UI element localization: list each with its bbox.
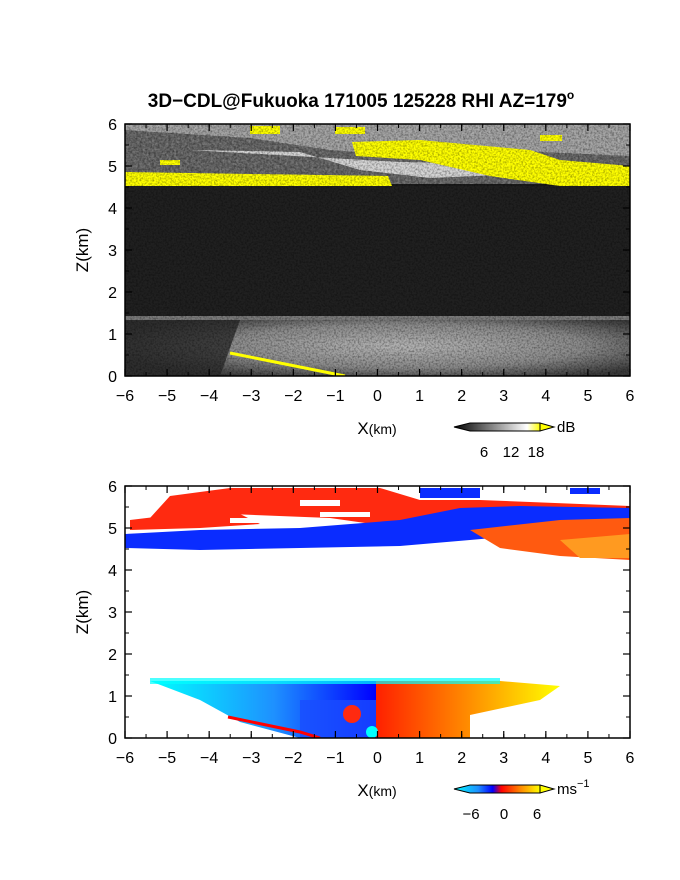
velocity-colorbar: −6 0 6 ms−1 — [453, 778, 590, 823]
x-tick-label: −3 — [242, 750, 260, 767]
y-axis-label: Z(km) — [73, 590, 92, 634]
x-tick-label: 5 — [583, 750, 592, 767]
backscatter-colorbar: 6 12 18 dB — [453, 419, 575, 461]
x-tick-label: 3 — [499, 388, 508, 405]
y-tick-label: 2 — [108, 285, 117, 302]
y-tick-label: 5 — [108, 521, 117, 538]
backscatter-image — [125, 124, 630, 376]
x-tick-label: 1 — [415, 750, 424, 767]
y-tick-label: 2 — [108, 647, 117, 664]
velocity-image — [125, 486, 630, 738]
y-tick-label: 1 — [108, 327, 117, 344]
x-tick-label: 5 — [583, 388, 592, 405]
y-tick-label: 4 — [108, 201, 117, 218]
y-tick-label: 1 — [108, 689, 117, 706]
colorbar-tick: 18 — [528, 444, 545, 461]
x-tick-label: −1 — [326, 388, 344, 405]
colorbar-tick: 12 — [503, 444, 520, 461]
x-tick-label: 4 — [541, 388, 550, 405]
y-axis-label: Z(km) — [73, 228, 92, 272]
x-tick-label: −4 — [200, 750, 218, 767]
x-tick-label: −2 — [284, 388, 302, 405]
colorbar-tick: 6 — [480, 444, 488, 461]
colorbar-tick: −6 — [462, 806, 479, 823]
x-tick-label: −5 — [158, 388, 176, 405]
y-tick-label: 6 — [108, 117, 117, 134]
x-tick-label: 0 — [373, 750, 382, 767]
x-tick-label: 6 — [626, 750, 635, 767]
x-tick-label: 2 — [457, 750, 466, 767]
y-tick-label: 0 — [108, 731, 117, 748]
backscatter-axes: −6 −5 −4 −3 −2 −1 0 1 2 3 4 5 6 0 1 2 3 4 5 6 — [108, 117, 634, 405]
y-tick-label: 5 — [108, 159, 117, 176]
velocity-axes: −6 −5 −4 −3 −2 −1 0 1 2 3 4 5 6 0 1 2 3 4 5 6 — [108, 479, 634, 767]
y-tick-label: 3 — [108, 605, 117, 622]
x-tick-label: −2 — [284, 750, 302, 767]
x-tick-label: −4 — [200, 388, 218, 405]
x-tick-label: −6 — [116, 388, 134, 405]
chart-title: 3D−CDL@Fukuoka 171005 125228 RHI AZ=179o — [148, 88, 575, 112]
colorbar-tick: 0 — [500, 806, 508, 823]
x-tick-label: 1 — [415, 388, 424, 405]
y-tick-label: 4 — [108, 563, 117, 580]
colorbar-tick: 6 — [533, 806, 541, 823]
x-tick-label: 4 — [541, 750, 550, 767]
x-axis-label: X(km) — [357, 419, 396, 438]
y-tick-label: 0 — [108, 369, 117, 386]
x-axis-label: X(km) — [357, 781, 396, 800]
x-tick-label: −6 — [116, 750, 134, 767]
x-tick-label: 0 — [373, 388, 382, 405]
x-tick-label: 3 — [499, 750, 508, 767]
x-tick-label: −1 — [326, 750, 344, 767]
x-tick-label: −5 — [158, 750, 176, 767]
y-tick-label: 3 — [108, 243, 117, 260]
velocity-panel: −6 −5 −4 −3 −2 −1 0 1 2 3 4 5 6 0 1 2 3 4 5 6 X(km) Z(km) −… — [73, 479, 635, 823]
colorbar-unit: dB — [557, 419, 575, 436]
x-tick-label: 6 — [626, 388, 635, 405]
x-tick-label: 2 — [457, 388, 466, 405]
y-tick-label: 6 — [108, 479, 117, 496]
x-tick-label: −3 — [242, 388, 260, 405]
colorbar-unit: ms−1 — [557, 778, 590, 798]
